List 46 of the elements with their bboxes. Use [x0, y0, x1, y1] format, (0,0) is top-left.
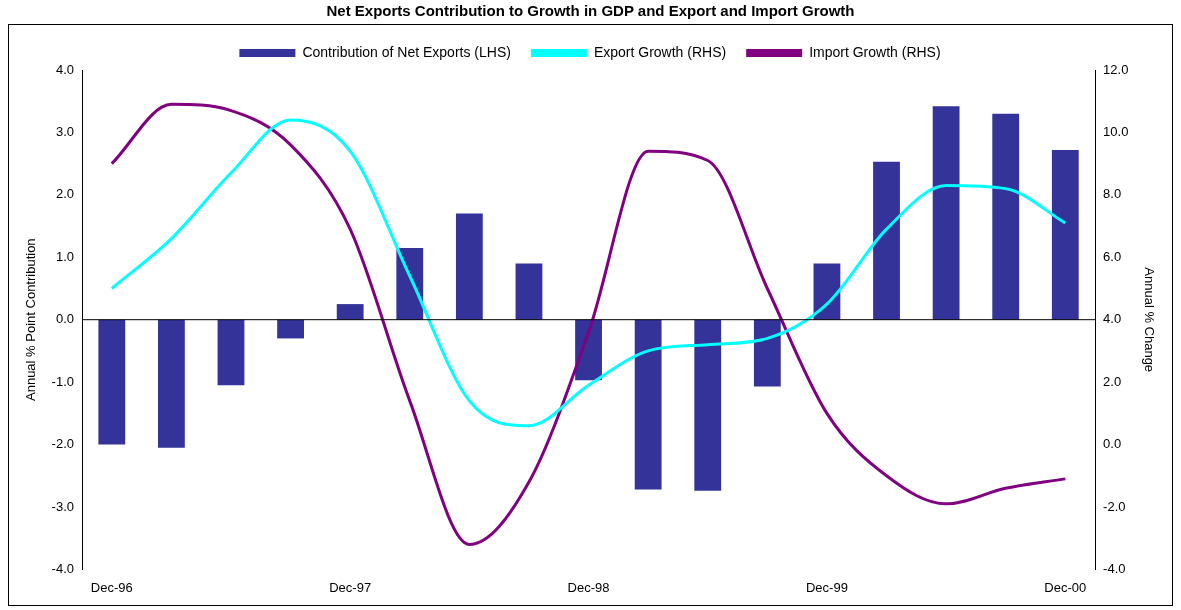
y2-tick-label: 2.0	[1103, 373, 1122, 389]
y-tick-label: 0.0	[55, 311, 74, 327]
y2-tick-label: 0.0	[1103, 436, 1122, 452]
x-tick-label: Dec-96	[90, 579, 133, 595]
y-tick-label: -2.0	[51, 436, 74, 452]
bar	[217, 319, 245, 386]
y2-tick-label: 8.0	[1103, 186, 1122, 202]
legend-label: Import Growth (RHS)	[809, 43, 941, 60]
y-tick-label: 4.0	[55, 61, 74, 77]
bar	[396, 247, 424, 320]
bar	[277, 319, 304, 339]
bar	[694, 319, 722, 491]
chart-title: Net Exports Contribution to Growth in GDP and Export and Import Growth	[325, 1, 856, 21]
bar	[992, 113, 1020, 320]
y-tick-label: 1.0	[55, 248, 74, 264]
bar	[753, 319, 781, 387]
bar	[336, 304, 364, 320]
bar	[634, 319, 662, 490]
x-tick-label: Dec-97	[329, 579, 372, 595]
x-tick-label: Dec-98	[567, 579, 610, 595]
line-series	[110, 118, 1067, 428]
legend-label: Contribution of Net Exports (LHS)	[302, 43, 511, 60]
bar	[98, 319, 126, 445]
x-tick-label: Dec-00	[1044, 579, 1087, 595]
bar	[1051, 149, 1079, 320]
bar	[932, 106, 960, 320]
y2-tick-label: 6.0	[1103, 248, 1122, 264]
y2-tick-label: -2.0	[1103, 498, 1126, 514]
y-tick-label: -3.0	[51, 498, 74, 514]
y-tick-label: 2.0	[55, 186, 74, 202]
legend-label: Export Growth (RHS)	[593, 43, 727, 60]
x-tick-label: Dec-99	[805, 579, 848, 595]
y-tick-label: -4.0	[51, 560, 74, 576]
line-series	[110, 102, 1067, 546]
y-axis-title: Annual % Point Contribution	[23, 238, 39, 401]
y2-tick-label: 10.0	[1103, 124, 1129, 139]
y2-tick-label: -4.0	[1103, 560, 1126, 576]
bar	[873, 161, 900, 320]
y2-axis-title: Annual % Change	[1141, 267, 1157, 373]
bar	[157, 319, 185, 448]
bar	[455, 213, 483, 320]
y2-tick-label: 4.0	[1103, 311, 1122, 327]
bar	[515, 263, 543, 320]
y-tick-label: -1.0	[51, 373, 74, 389]
y2-tick-label: 12.0	[1103, 61, 1129, 77]
y-tick-label: 3.0	[55, 124, 74, 139]
